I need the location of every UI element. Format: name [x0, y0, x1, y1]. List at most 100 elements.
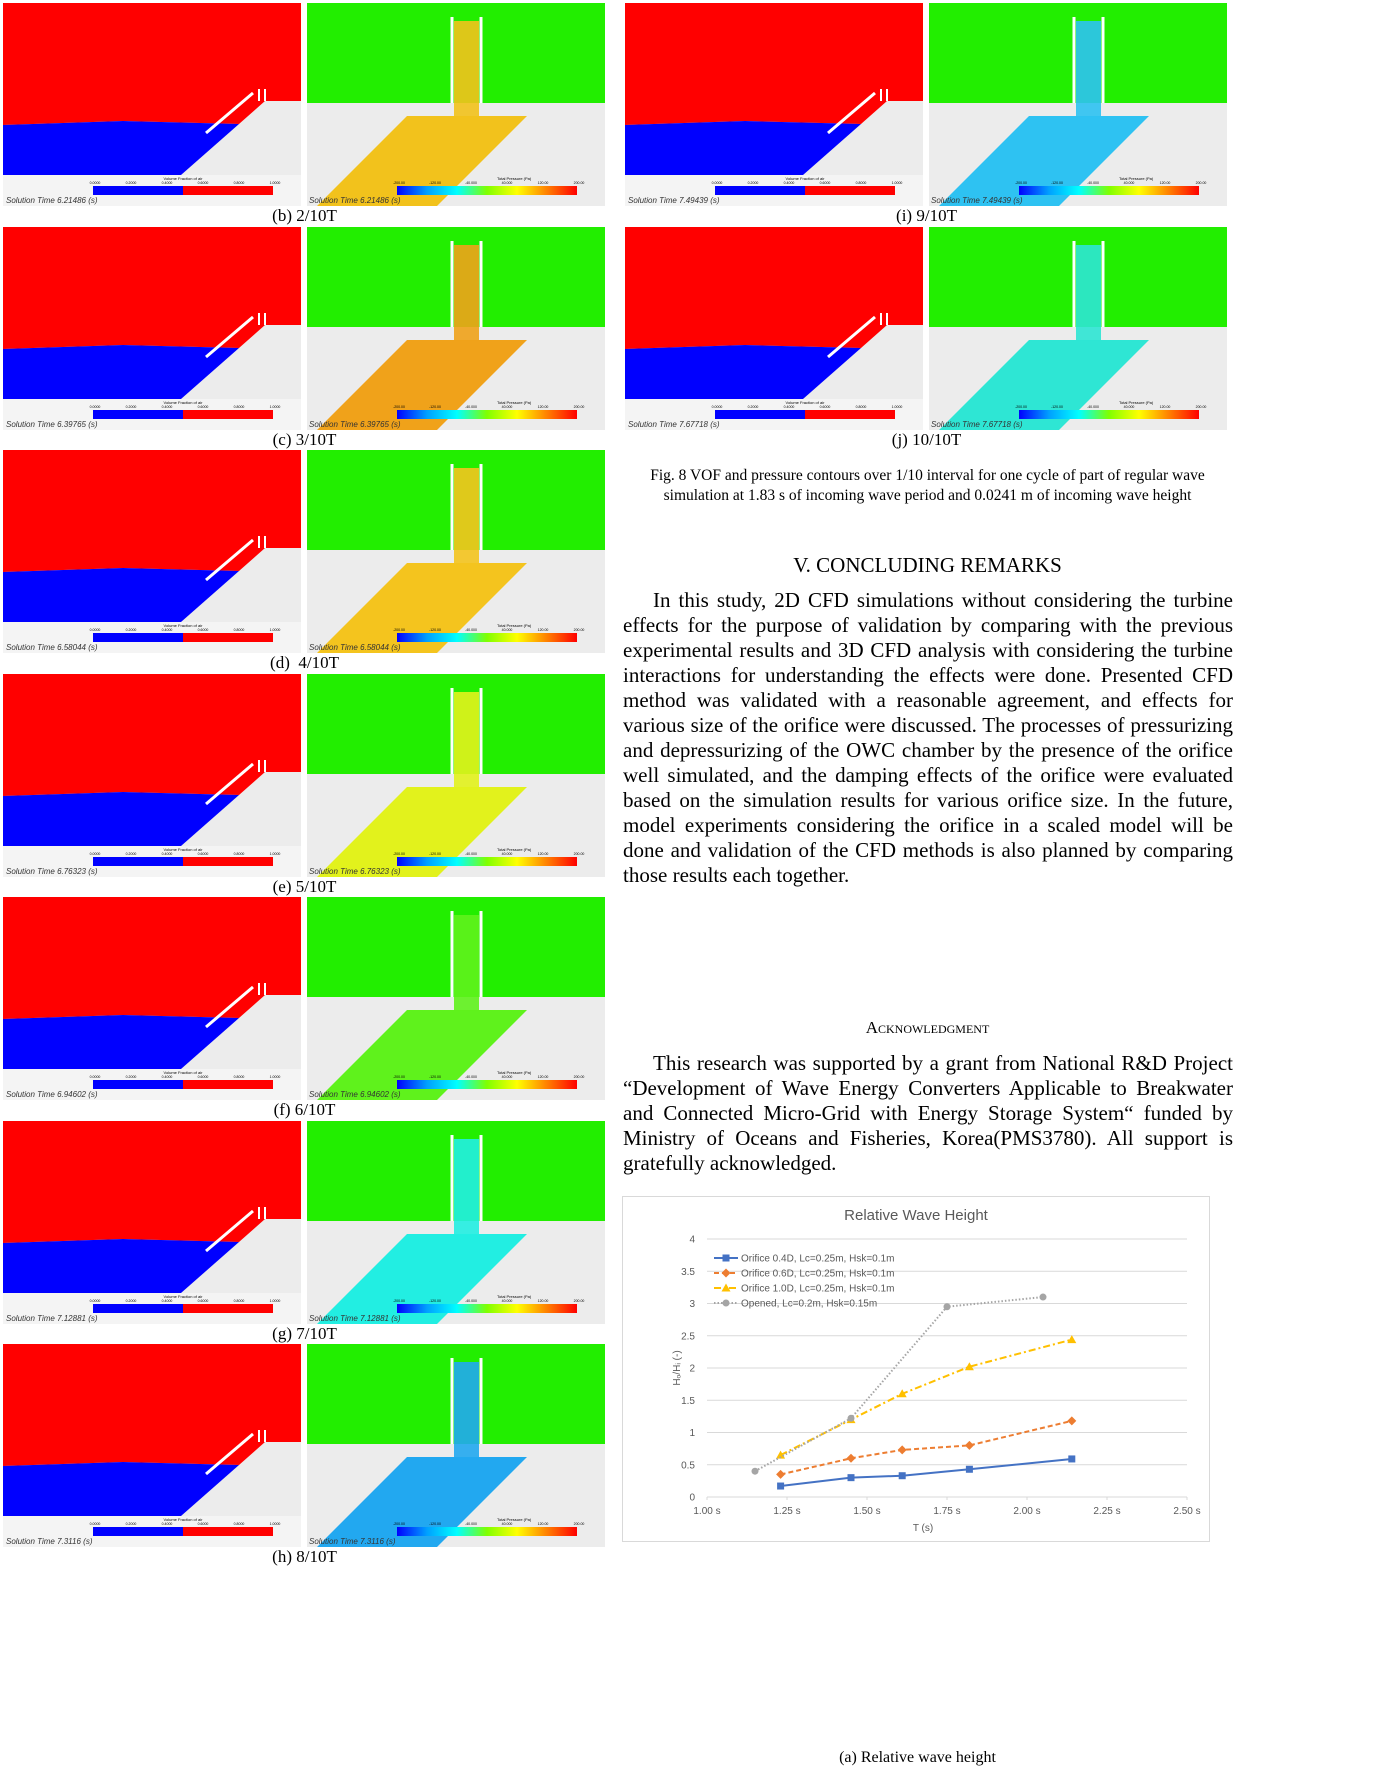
colorbar-tick: 0.6000 — [198, 628, 209, 632]
colorbar-tick: -200.00 — [393, 181, 405, 185]
pressure-bar — [397, 857, 577, 866]
colorbar-tick: 0.0000 — [90, 1522, 101, 1526]
y-tick-label: 3.5 — [681, 1267, 695, 1278]
colorbar-tick: 0.2000 — [748, 181, 759, 185]
colorbar-tick: 0.6000 — [198, 1299, 209, 1303]
colorbar-tick: 0.6000 — [198, 405, 209, 409]
marker — [1040, 1294, 1047, 1301]
vof-bar-blue — [93, 857, 183, 866]
colorbar-tick: 0.8000 — [234, 1075, 245, 1079]
vof-bar-red — [183, 1304, 273, 1313]
colorbar-tick: 0.0000 — [90, 405, 101, 409]
colorbar-tick: 40.000 — [502, 181, 513, 185]
colorbar-tick: -40.000 — [465, 852, 477, 856]
vof-bar-blue — [93, 1304, 183, 1313]
legend-marker — [723, 1300, 730, 1307]
pressure-bar — [397, 1304, 577, 1313]
colorbar-tick: 40.000 — [502, 852, 513, 856]
colorbar-tick: 1.0000 — [270, 628, 281, 632]
vof-air — [3, 450, 301, 572]
y-tick-label: 2 — [689, 1364, 695, 1375]
colorbar-tick: 0.6000 — [820, 405, 831, 409]
colorbar-tick: 0.2000 — [126, 181, 137, 185]
solution-time: Solution Time 7.67718 (s) — [931, 420, 1023, 429]
figure-pair: Volume Fraction of air0.00000.20000.4000… — [625, 227, 1229, 431]
solution-time: Solution Time 7.3116 (s) — [6, 1537, 93, 1546]
pressure-chamber — [454, 915, 479, 1011]
x-tick-label: 2.00 s — [1013, 1506, 1040, 1517]
colorbar-tick: 1.0000 — [270, 1075, 281, 1079]
colorbar-tick: 0.0000 — [90, 1075, 101, 1079]
colorbar-tick: 0.0000 — [90, 1299, 101, 1303]
colorbar-tick: 200.00 — [574, 628, 585, 632]
colorbar-tick: 40.000 — [502, 1522, 513, 1526]
figure-subcaption: (j) 10/10T — [625, 430, 1228, 450]
colorbar-tick: 0.2000 — [126, 628, 137, 632]
colorbar-tick: -120.00 — [429, 628, 441, 632]
colorbar-tick: 0.8000 — [234, 405, 245, 409]
y-tick-label: 0.5 — [681, 1460, 695, 1471]
section-text: In this study, 2D CFD simulations withou… — [623, 588, 1233, 888]
y-tick-label: 2.5 — [681, 1331, 695, 1342]
chart-frame — [623, 1197, 1210, 1542]
marker — [752, 1468, 759, 1475]
colorbar-tick: 120.00 — [538, 1075, 549, 1079]
colorbar-tick: 0.2000 — [126, 1522, 137, 1526]
colorbar-tick: -40.000 — [465, 1075, 477, 1079]
vof-bar-red — [183, 410, 273, 419]
colorbar-tick: 0.8000 — [856, 405, 867, 409]
vof-bar-red — [183, 857, 273, 866]
colorbar-tick: 0.4000 — [162, 1075, 173, 1079]
vof-bar-red — [183, 1527, 273, 1536]
colorbar-tick: -120.00 — [429, 1075, 441, 1079]
colorbar-tick: 40.000 — [502, 1075, 513, 1079]
colorbar-tick: 0.8000 — [856, 181, 867, 185]
figure-subcaption: (f) 6/10T — [3, 1100, 606, 1120]
colorbar-tick: 40.000 — [1124, 181, 1135, 185]
figure-subcaption: (c) 3/10T — [3, 430, 606, 450]
colorbar-tick: 1.0000 — [270, 181, 281, 185]
y-tick-label: 1 — [689, 1428, 695, 1439]
y-tick-label: 3 — [689, 1299, 695, 1310]
colorbar-tick: 0.4000 — [784, 181, 795, 185]
pressure-chamber — [454, 21, 479, 117]
colorbar-tick: -200.00 — [393, 852, 405, 856]
figure-caption: Fig. 8 VOF and pressure contours over 1/… — [625, 466, 1230, 506]
vof-air — [3, 897, 301, 1019]
colorbar-tick: -40.000 — [465, 181, 477, 185]
solution-time: Solution Time 6.94602 (s) — [309, 1090, 401, 1099]
marker — [899, 1472, 906, 1479]
colorbar-tick: 0.2000 — [126, 1075, 137, 1079]
colorbar-tick: -40.000 — [465, 1522, 477, 1526]
colorbar-tick: 200.00 — [1196, 405, 1207, 409]
vof-air — [3, 1121, 301, 1243]
colorbar-tick: 1.0000 — [892, 181, 903, 185]
x-tick-label: 1.25 s — [773, 1506, 800, 1517]
solution-time: Solution Time 7.12881 (s) — [309, 1314, 401, 1323]
colorbar-tick: 0.6000 — [198, 1522, 209, 1526]
figure-subcaption: (h) 8/10T — [3, 1547, 606, 1567]
x-tick-label: 2.25 s — [1093, 1506, 1120, 1517]
figure-subcaption: (b) 2/10T — [3, 206, 606, 226]
colorbar-tick: -40.000 — [465, 405, 477, 409]
solution-time: Solution Time 6.76323 (s) — [6, 867, 98, 876]
colorbar-tick: 0.8000 — [234, 1522, 245, 1526]
x-tick-label: 1.00 s — [693, 1506, 720, 1517]
colorbar-tick: 200.00 — [574, 405, 585, 409]
marker — [848, 1474, 855, 1481]
colorbar-tick: 0.2000 — [126, 1299, 137, 1303]
vof-bar-blue — [93, 1527, 183, 1536]
vof-bar-blue — [93, 410, 183, 419]
x-tick-label: 1.75 s — [933, 1506, 960, 1517]
pressure-chamber — [454, 692, 479, 788]
colorbar-tick: 0.8000 — [234, 1299, 245, 1303]
colorbar-tick: -120.00 — [1051, 405, 1063, 409]
colorbar-tick: 0.0000 — [712, 405, 723, 409]
colorbar-tick: -200.00 — [393, 1299, 405, 1303]
pressure-chamber — [454, 1362, 479, 1458]
colorbar-tick: 0.8000 — [234, 852, 245, 856]
colorbar-tick: 0.8000 — [234, 628, 245, 632]
colorbar-tick: -200.00 — [393, 1075, 405, 1079]
